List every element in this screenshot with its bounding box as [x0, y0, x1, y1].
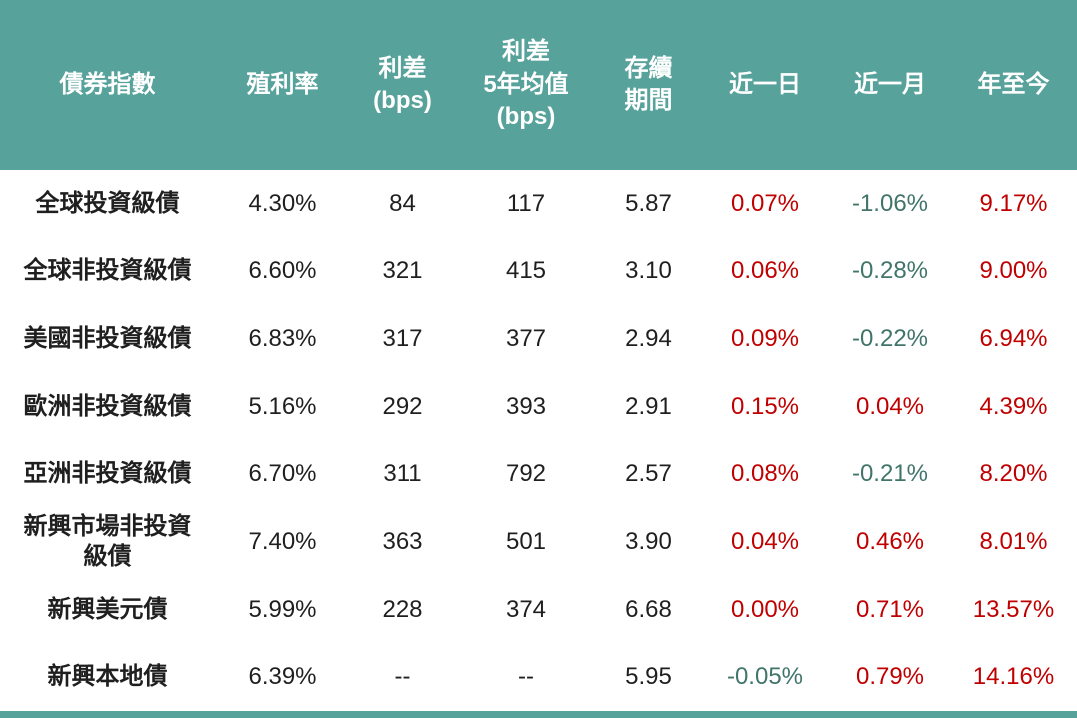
cell-ytd: 8.20% [979, 460, 1048, 488]
cell-yield: 6.39% [248, 663, 317, 691]
header-cell-d1: 近一日 [700, 0, 830, 170]
cell-yield: 5.99% [248, 595, 317, 623]
cell-d1: 0.07% [730, 189, 800, 217]
cell-dur: 2.57 [625, 460, 672, 488]
cell-avg5y: 377 [505, 325, 547, 353]
table-row: 全球投資級債 4.30% 84 117 5.87 0.07% -1.06% 9.17% [0, 170, 1077, 238]
cell-yield: 6.70% [248, 460, 317, 488]
cell-m1: 0.04% [855, 392, 925, 420]
row-label: 新興本地債 [47, 663, 168, 691]
cell-dur: 2.94 [625, 325, 672, 353]
table-row: 新興市場非投資 級債 7.40% 363 501 3.90 0.04% 0.46% 8.01% [0, 508, 1077, 576]
cell-ytd: 13.57% [972, 595, 1055, 623]
table-row: 美國非投資級債 6.83% 317 377 2.94 0.09% -0.22% 6.94% [0, 305, 1077, 373]
cell-yield: 5.16% [248, 392, 317, 420]
cell-avg5y: 393 [505, 392, 547, 420]
cell-m1: -1.06% [851, 189, 929, 217]
bottom-accent-bar [0, 711, 1077, 718]
cell-m1: 0.46% [855, 527, 925, 555]
table-row: 全球非投資級債 6.60% 321 415 3.10 0.06% -0.28% 9.00% [0, 238, 1077, 306]
row-label: 美國非投資級債 [23, 325, 192, 353]
cell-yield: 6.60% [248, 257, 317, 285]
header-cell-index: 債券指數 [0, 0, 215, 170]
cell-d1: 0.06% [730, 257, 800, 285]
cell-dur: 3.10 [625, 257, 672, 285]
header-cell-m1: 近一月 [830, 0, 950, 170]
cell-ytd: 9.17% [979, 189, 1048, 217]
cell-spread: 84 [389, 189, 416, 217]
row-label: 全球非投資級債 [23, 257, 192, 285]
cell-d1: 0.00% [730, 595, 800, 623]
table-row: 亞洲非投資級債 6.70% 311 792 2.57 0.08% -0.21% 8.20% [0, 441, 1077, 509]
cell-ytd: 6.94% [979, 325, 1048, 353]
cell-spread: 228 [382, 595, 423, 623]
cell-ytd: 9.00% [979, 257, 1048, 285]
row-label: 新興市場非投資 級債 [23, 512, 192, 570]
header-cell-dur: 存續 期間 [597, 0, 700, 170]
header-cell-avg5y: 利差 5年均值 (bps) [455, 0, 597, 170]
cell-ytd: 14.16% [972, 663, 1055, 691]
cell-spread: 321 [382, 257, 423, 285]
cell-spread: -- [394, 663, 411, 691]
cell-dur: 5.95 [625, 663, 672, 691]
cell-avg5y: 501 [505, 527, 547, 555]
cell-d1: -0.05% [726, 663, 804, 691]
header-cell-spread: 利差 (bps) [350, 0, 455, 170]
cell-avg5y: 792 [505, 460, 547, 488]
table-row: 新興美元債 5.99% 228 374 6.68 0.00% 0.71% 13.57% [0, 576, 1077, 644]
cell-dur: 2.91 [625, 392, 672, 420]
cell-avg5y: 374 [505, 595, 547, 623]
cell-yield: 4.30% [248, 189, 317, 217]
table-row: 歐洲非投資級債 5.16% 292 393 2.91 0.15% 0.04% 4.39% [0, 373, 1077, 441]
cell-spread: 317 [382, 325, 423, 353]
cell-avg5y: 415 [505, 257, 547, 285]
cell-spread: 363 [382, 527, 423, 555]
cell-ytd: 4.39% [979, 392, 1048, 420]
cell-d1: 0.15% [730, 392, 800, 420]
cell-spread: 292 [382, 392, 423, 420]
cell-d1: 0.08% [730, 460, 800, 488]
row-label: 全球投資級債 [35, 189, 180, 217]
cell-ytd: 8.01% [979, 527, 1048, 555]
header-cell-yield: 殖利率 [215, 0, 350, 170]
row-label: 新興美元債 [47, 595, 168, 623]
header-row: 債券指數 殖利率 利差 (bps) 利差 5年均值 (bps) 存續 期間 近一日 近一月年… [0, 0, 1077, 170]
cell-yield: 7.40% [248, 527, 317, 555]
table-row: 新興本地債 6.39% -- -- 5.95 -0.05% 0.79% 14.16% [0, 643, 1077, 711]
header-cell-ytd: 年至今 [950, 0, 1077, 170]
cell-m1: -0.21% [851, 460, 929, 488]
cell-dur: 6.68 [625, 595, 672, 623]
cell-avg5y: -- [518, 663, 534, 691]
cell-dur: 3.90 [625, 527, 672, 555]
cell-avg5y: 117 [506, 189, 546, 217]
cell-m1: 0.79% [855, 663, 925, 691]
cell-d1: 0.09% [730, 325, 800, 353]
cell-m1: 0.71% [855, 595, 925, 623]
cell-m1: -0.22% [851, 325, 929, 353]
cell-spread: 311 [383, 460, 422, 488]
cell-d1: 0.04% [730, 527, 800, 555]
row-label: 歐洲非投資級債 [23, 392, 192, 420]
cell-m1: -0.28% [851, 257, 929, 285]
cell-yield: 6.83% [248, 325, 317, 353]
row-label: 亞洲非投資級債 [23, 460, 192, 488]
cell-dur: 5.87 [625, 189, 672, 217]
